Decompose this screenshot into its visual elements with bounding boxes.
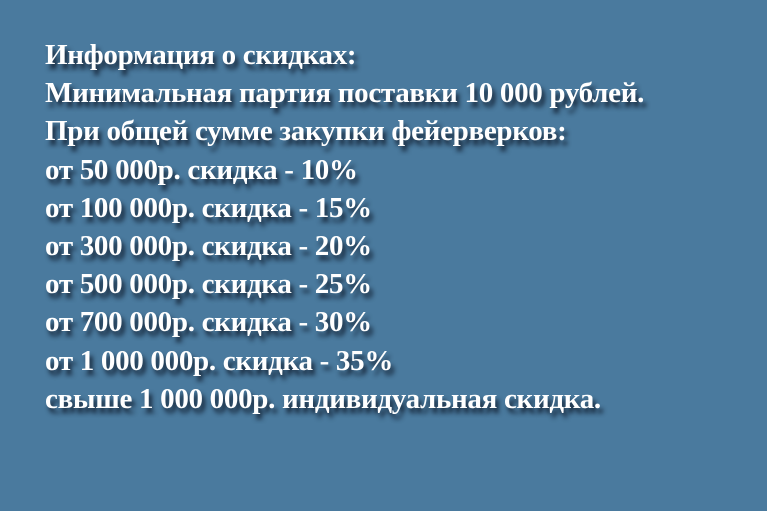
discount-tier: от 300 000р. скидка - 20% bbox=[45, 230, 372, 263]
discount-tier: от 700 000р. скидка - 30% bbox=[45, 306, 372, 339]
subheading: При общей сумме закупки фейерверков: bbox=[45, 115, 567, 148]
individual-discount: свыше 1 000 000р. индивидуальная скидка. bbox=[45, 382, 601, 415]
heading: Информация о скидках: bbox=[45, 39, 357, 71]
discount-tier: от 500 000р. скидка - 25% bbox=[45, 268, 372, 301]
discount-tier: от 100 000р. скидка - 15% bbox=[45, 191, 372, 224]
discount-info: Информация о скидках: Минимальная партия… bbox=[45, 36, 644, 418]
discount-tier: от 50 000р. скидка - 10% bbox=[45, 153, 358, 186]
discount-tier: от 1 000 000р. скидка - 35% bbox=[45, 344, 394, 377]
minimum-order: Минимальная партия поставки 10 000 рубле… bbox=[45, 77, 645, 110]
